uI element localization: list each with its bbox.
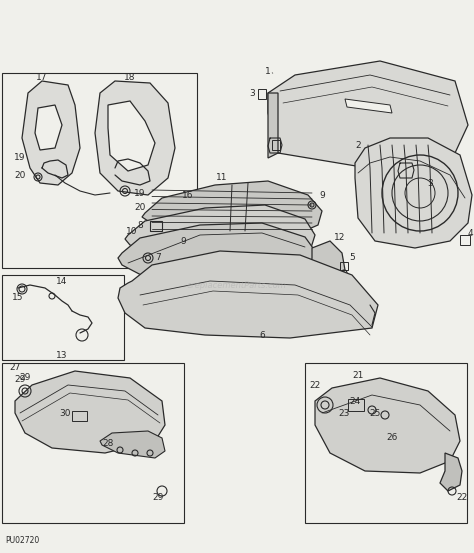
Text: 7: 7 [155,253,161,263]
Polygon shape [108,101,155,171]
Text: 1: 1 [265,66,271,76]
Bar [2,363,184,523]
Text: 11: 11 [216,174,228,182]
Text: 22: 22 [310,380,320,389]
Polygon shape [345,99,392,113]
Text: 13: 13 [56,351,68,359]
Polygon shape [35,105,62,150]
Bar [2,73,197,268]
Text: 23: 23 [338,409,350,418]
Bar [72,411,87,421]
Text: 29: 29 [152,493,164,503]
Text: PU02720: PU02720 [5,536,39,545]
Text: 24: 24 [349,397,361,405]
Polygon shape [440,453,462,491]
Text: 19: 19 [134,189,146,197]
Bar [348,399,364,411]
Text: 29: 29 [19,373,31,383]
Bar [2,275,124,360]
Bar [305,363,467,523]
Polygon shape [22,81,80,185]
Text: 27: 27 [9,363,21,373]
Text: 3: 3 [249,88,255,97]
Text: 3: 3 [427,179,433,187]
Text: 9: 9 [180,237,186,246]
Text: 2: 2 [355,140,361,149]
Text: 22: 22 [456,493,468,503]
Text: 29: 29 [14,375,26,384]
Text: 28: 28 [102,439,114,447]
Polygon shape [95,81,175,195]
Polygon shape [118,251,378,338]
Bar [460,235,470,245]
Polygon shape [125,205,315,261]
Polygon shape [310,241,345,283]
Text: 20: 20 [134,204,146,212]
Text: 8: 8 [137,221,143,229]
Polygon shape [268,93,278,158]
Text: 12: 12 [334,233,346,243]
Polygon shape [15,371,165,453]
Polygon shape [268,61,468,168]
Text: 19: 19 [14,153,26,161]
Text: 25: 25 [369,409,381,418]
Polygon shape [118,223,318,283]
Text: 18: 18 [124,74,136,82]
Polygon shape [142,181,322,235]
Bar [272,140,280,150]
Text: 9: 9 [319,190,325,200]
Bar [258,89,266,99]
Polygon shape [355,138,472,248]
Bar [150,221,162,231]
Bar [415,170,423,180]
Text: 30: 30 [59,409,71,418]
Text: 14: 14 [56,276,68,285]
Text: 15: 15 [12,294,24,302]
Text: 6: 6 [259,331,265,340]
Text: 16: 16 [182,190,194,200]
Text: 26: 26 [386,434,398,442]
Text: 20: 20 [14,170,26,180]
Bar [340,262,348,270]
Text: 21: 21 [352,371,364,379]
Text: 4: 4 [467,228,473,237]
Polygon shape [100,431,165,458]
Polygon shape [315,378,460,473]
Text: 5: 5 [349,253,355,263]
Text: 17: 17 [36,74,48,82]
Bar [400,166,410,178]
Text: ereplacementParts.com: ereplacementParts.com [187,280,287,290]
Text: 10: 10 [126,227,138,236]
